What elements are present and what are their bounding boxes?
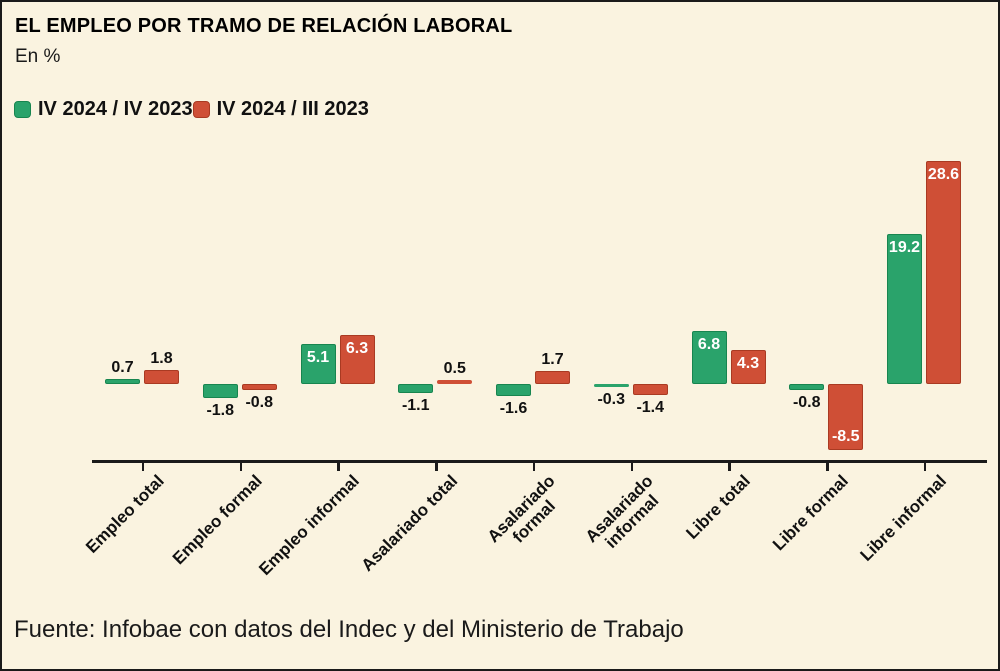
legend-swatch-green-icon — [14, 101, 31, 118]
bar-value-label: -1.4 — [636, 398, 665, 416]
bar-value-label: 0.5 — [443, 360, 466, 378]
bar-asalariado-total-series0 — [398, 384, 434, 393]
bar-libre-informal-series1 — [926, 160, 961, 384]
axis-tick — [239, 462, 242, 471]
category-label-empleo-total: Empleo total — [82, 471, 168, 557]
legend-item-red: IV 2024 / III 2023 — [192, 98, 369, 121]
bar-empleo-total-series1 — [144, 369, 179, 384]
bar-value-label: 5.1 — [306, 349, 330, 367]
category-label-asalariado-formal: Asalariado formal — [483, 471, 560, 547]
bar-value-label: 6.8 — [697, 335, 721, 353]
axis-tick — [532, 462, 536, 471]
category-label-libre-formal: Libre formal — [769, 471, 852, 555]
bar-libre-total-series1 — [730, 350, 766, 384]
bar-asalariado-formal-series0 — [496, 384, 531, 397]
bar-empleo-formal-series0 — [202, 384, 238, 399]
axis-tick — [630, 462, 633, 471]
axis-tick — [337, 462, 340, 471]
bar-value-label: -8.5 — [831, 428, 860, 446]
axis-tick — [923, 462, 927, 471]
axis-tick — [728, 462, 731, 471]
bar-value-label: 1.8 — [150, 349, 173, 367]
chart-title: EL EMPLEO POR TRAMO DE RELACIÓN LABORAL — [15, 15, 513, 37]
source-note: Fuente: Infobae con datos del Indec y de… — [14, 616, 684, 643]
bar-value-label: 4.3 — [736, 355, 760, 373]
bar-libre-formal-series0 — [789, 384, 825, 391]
bar-empleo-informal-series1 — [339, 334, 375, 384]
category-label-empleo-informal: Empleo informal — [255, 471, 364, 579]
category-label-asalariado-total: Asalariado total — [357, 471, 461, 575]
bar-value-label: -1.6 — [499, 400, 528, 418]
category-label-libre-informal: Libre informal — [856, 471, 950, 565]
category-label-asalariado-informal: Asalariado informal — [581, 471, 663, 553]
bar-value-label: 0.7 — [111, 358, 134, 376]
legend-item-green: IV 2024 / IV 2023 — [14, 98, 193, 121]
bar-libre-informal-series0 — [887, 234, 922, 384]
bar-empleo-total-series0 — [105, 378, 140, 384]
axis-tick — [141, 462, 145, 471]
bar-asalariado-informal-series0 — [593, 384, 629, 387]
bar-value-label: -1.1 — [401, 396, 430, 414]
axis-tick — [826, 462, 829, 471]
bar-value-label: 19.2 — [888, 239, 921, 257]
bar-empleo-formal-series1 — [241, 384, 277, 391]
bar-value-label: -0.3 — [597, 390, 626, 408]
bar-value-label: 6.3 — [345, 339, 369, 357]
legend-swatch-red-icon — [192, 101, 210, 118]
bar-asalariado-total-series1 — [437, 380, 473, 384]
bar-asalariado-formal-series1 — [535, 370, 570, 384]
axis-tick — [435, 462, 438, 471]
bar-asalariado-informal-series1 — [632, 384, 668, 395]
chart-legend: IV 2024 / IV 2023 IV 2024 / III 2023 — [14, 98, 369, 121]
bar-value-label: -0.8 — [245, 394, 274, 412]
chart-subtitle: En % — [15, 46, 61, 67]
legend-label-green: IV 2024 / IV 2023 — [38, 98, 193, 120]
bar-value-label: -1.8 — [206, 402, 235, 420]
x-axis-line — [92, 460, 987, 463]
bar-value-label: 1.7 — [541, 350, 564, 368]
bar-libre-formal-series1 — [828, 384, 864, 451]
legend-label-red: IV 2024 / III 2023 — [216, 98, 369, 120]
bar-value-label: -0.8 — [792, 394, 821, 412]
category-label-empleo-formal: Empleo formal — [168, 471, 266, 569]
bar-libre-total-series0 — [691, 330, 727, 384]
bar-value-label: 28.6 — [927, 165, 960, 183]
category-label-libre-total: Libre total — [682, 471, 755, 543]
bar-empleo-informal-series0 — [300, 344, 336, 384]
